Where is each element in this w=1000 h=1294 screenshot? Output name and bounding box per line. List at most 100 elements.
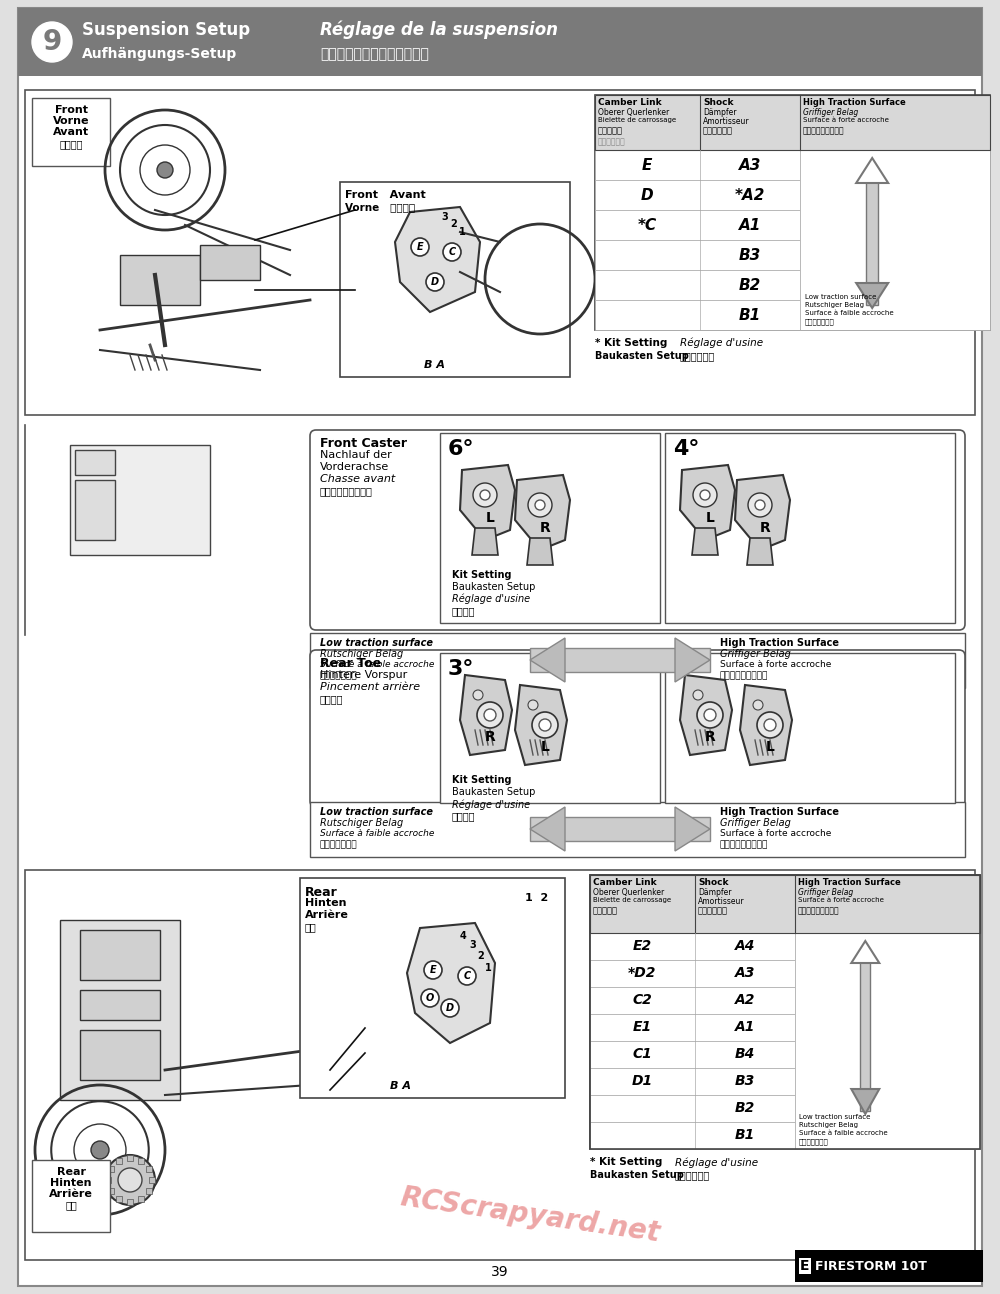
Text: Surface à faible accroche: Surface à faible accroche	[320, 829, 434, 839]
Bar	[200, 245, 260, 280]
Text: Vorne   フロント: Vorne フロント	[345, 202, 415, 212]
Text: Bielette de carrossage: Bielette de carrossage	[598, 116, 676, 123]
Text: High Traction Surface: High Traction Surface	[798, 879, 901, 886]
Text: R: R	[485, 730, 495, 744]
Bar	[138, 1196, 144, 1202]
Bar	[32, 1159, 110, 1232]
Text: Griffiger Belag: Griffiger Belag	[720, 650, 791, 659]
Text: Arrière: Arrière	[305, 910, 349, 920]
Bar	[590, 1068, 795, 1095]
Text: ショック位置: ショック位置	[598, 137, 626, 146]
Bar	[310, 802, 965, 857]
Text: A3: A3	[739, 158, 761, 172]
Polygon shape	[747, 538, 773, 565]
Circle shape	[157, 162, 173, 179]
Text: R: R	[760, 521, 770, 534]
Text: Chasse avant: Chasse avant	[320, 474, 395, 484]
Circle shape	[484, 709, 496, 721]
Text: Rutschiger Belag: Rutschiger Belag	[320, 650, 403, 659]
Text: R: R	[705, 730, 715, 744]
Text: Bielette de carrossage: Bielette de carrossage	[593, 897, 671, 903]
Circle shape	[105, 1156, 155, 1205]
Bar	[530, 817, 710, 841]
Bar	[75, 480, 115, 540]
Bar	[32, 98, 110, 166]
Bar	[590, 875, 980, 933]
Bar	[665, 433, 955, 622]
Bar	[866, 180, 878, 305]
Text: Réglage d'usine: Réglage d'usine	[680, 338, 763, 348]
Text: B3: B3	[739, 247, 761, 263]
Circle shape	[748, 493, 772, 518]
Bar	[127, 1156, 133, 1161]
Text: *A2: *A2	[735, 188, 765, 202]
Polygon shape	[527, 538, 553, 565]
Circle shape	[757, 712, 783, 738]
Text: Camber Link: Camber Link	[593, 879, 657, 886]
Bar	[795, 1250, 983, 1282]
Bar	[108, 1166, 114, 1172]
Text: 3°: 3°	[448, 659, 475, 679]
Text: Front: Front	[54, 105, 88, 115]
Bar	[590, 1122, 795, 1149]
Text: L: L	[486, 511, 494, 525]
Text: E: E	[417, 242, 423, 252]
Bar	[530, 648, 710, 672]
Text: 1: 1	[459, 226, 465, 237]
Bar	[25, 870, 975, 1260]
Polygon shape	[851, 941, 879, 963]
Bar	[665, 653, 955, 804]
Text: Surface à forte accroche: Surface à forte accroche	[720, 660, 831, 669]
Text: 4: 4	[460, 930, 466, 941]
Bar	[127, 1200, 133, 1205]
Text: Kit Setting: Kit Setting	[452, 569, 512, 580]
Text: C: C	[448, 247, 456, 258]
Text: サスペンションセットアップ: サスペンションセットアップ	[320, 47, 429, 61]
Bar	[116, 1158, 122, 1163]
Text: Low traction surface: Low traction surface	[320, 638, 433, 648]
Text: *C: *C	[637, 217, 657, 233]
Bar	[590, 960, 795, 987]
Polygon shape	[395, 207, 480, 312]
Text: D: D	[431, 277, 439, 287]
Text: リヤトー: リヤトー	[320, 694, 344, 704]
Circle shape	[693, 483, 717, 507]
Bar	[595, 150, 800, 180]
Text: RCScrapyard.net: RCScrapyard.net	[398, 1183, 662, 1247]
Text: ショック位置: ショック位置	[698, 906, 728, 915]
Polygon shape	[407, 923, 495, 1043]
Circle shape	[535, 499, 545, 510]
Text: Réglage de la suspension: Réglage de la suspension	[320, 21, 558, 39]
Text: Surface à forte accroche: Surface à forte accroche	[798, 897, 884, 903]
Bar	[590, 875, 980, 933]
Text: Front   Avant: Front Avant	[345, 190, 426, 201]
Text: Amortisseur: Amortisseur	[703, 116, 750, 126]
Text: B2: B2	[739, 277, 761, 292]
Circle shape	[473, 690, 483, 700]
Text: C2: C2	[632, 992, 652, 1007]
Circle shape	[477, 703, 503, 729]
Text: Low traction surface
Rutschiger Belag
Surface à faible accroche
滑りやすい路面: Low traction surface Rutschiger Belag Su…	[805, 295, 894, 325]
Circle shape	[443, 243, 461, 261]
Bar	[795, 933, 980, 1149]
Text: Griffiger Belag: Griffiger Belag	[720, 818, 791, 828]
Bar	[590, 1014, 795, 1040]
Polygon shape	[515, 475, 570, 550]
Polygon shape	[856, 158, 888, 182]
Text: Vorderachse: Vorderachse	[320, 462, 389, 472]
Bar	[116, 1196, 122, 1202]
Circle shape	[91, 1141, 109, 1159]
Text: D: D	[641, 188, 653, 202]
Text: Pincement arrière: Pincement arrière	[320, 682, 420, 692]
Polygon shape	[735, 475, 790, 550]
Text: Hinten: Hinten	[305, 898, 347, 908]
Polygon shape	[680, 465, 735, 540]
Text: Camber Link: Camber Link	[598, 98, 662, 107]
Text: Front Caster: Front Caster	[320, 437, 407, 450]
Bar	[146, 1188, 152, 1194]
Bar	[80, 990, 160, 1020]
Text: Oberer Querlenker: Oberer Querlenker	[593, 888, 664, 897]
Text: High Traction Surface: High Traction Surface	[720, 807, 839, 817]
Bar	[149, 1178, 155, 1183]
Text: L: L	[541, 740, 549, 754]
